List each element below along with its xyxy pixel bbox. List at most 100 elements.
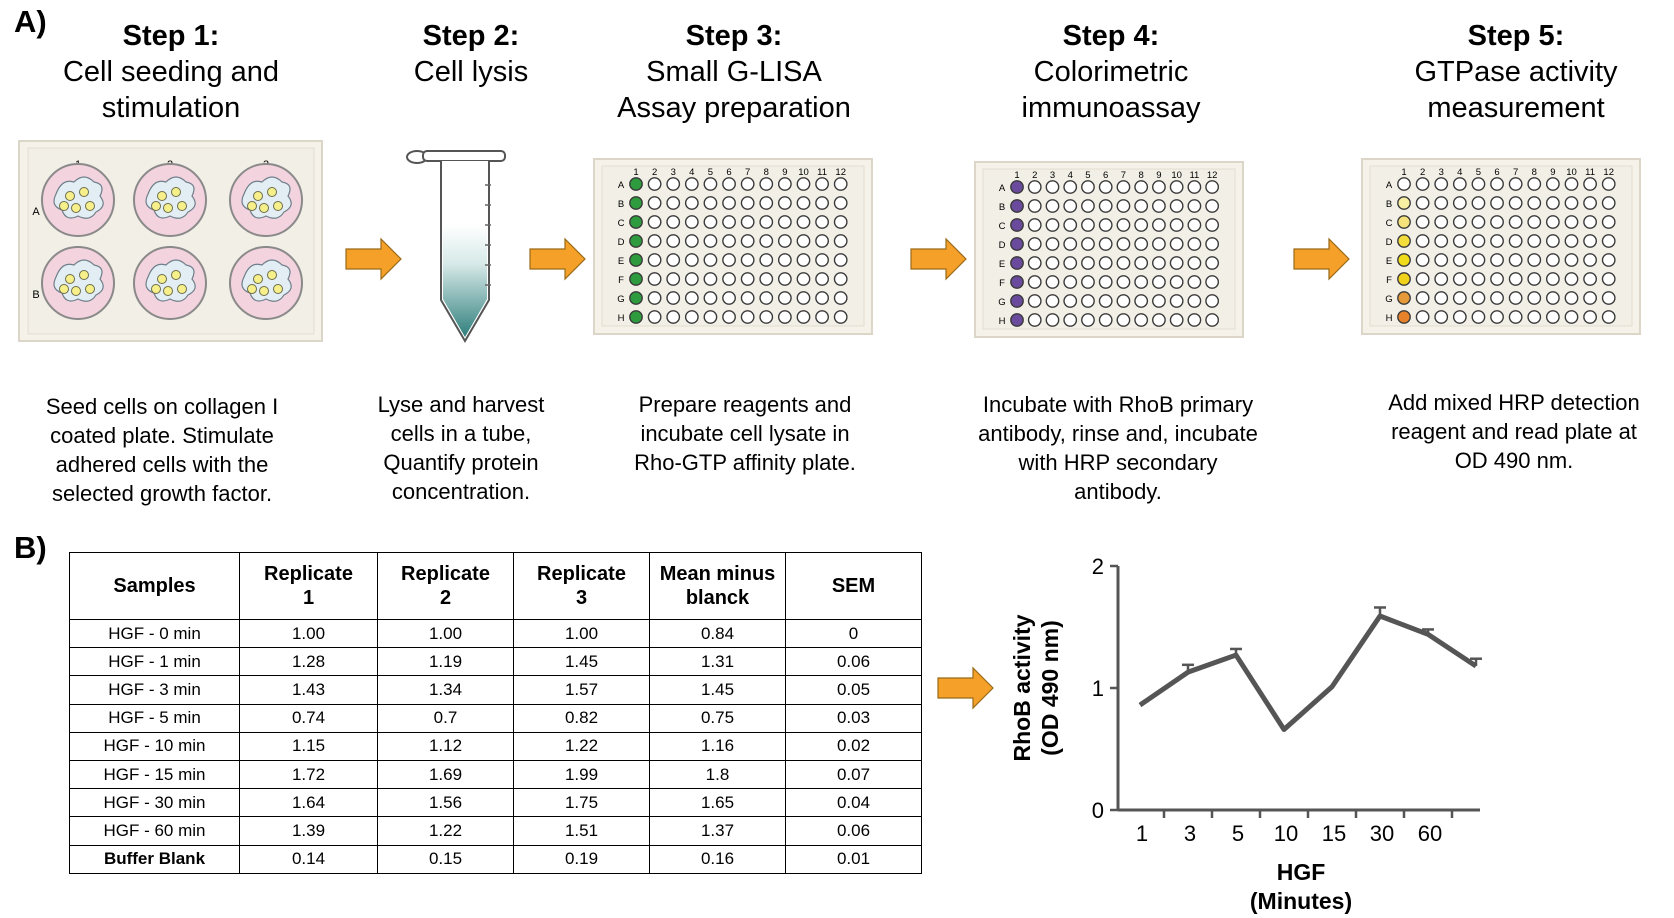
plate-well: [740, 196, 755, 210]
value-cell: 1.28: [239, 647, 378, 677]
plate-well: [1601, 234, 1616, 248]
plate-well: [1471, 234, 1486, 248]
plate-well: [815, 215, 829, 229]
plate-well: [684, 291, 699, 305]
plate-column-label: 9: [782, 167, 787, 178]
plate-column-label: 8: [1139, 170, 1144, 181]
plate-well: [1081, 199, 1095, 213]
plate-well: [1527, 215, 1542, 229]
plate-well: [1152, 313, 1166, 327]
plate-well: [1452, 291, 1467, 305]
plate-well: [1508, 310, 1523, 324]
plate-well: [759, 215, 774, 229]
header-samples: Samples: [69, 552, 240, 620]
plate-well: [722, 310, 736, 324]
plate-well: [1045, 275, 1060, 289]
plate-well: [1415, 234, 1430, 248]
plate-well: [1415, 310, 1430, 324]
plate-well: [684, 215, 699, 229]
value-cell: 1.56: [377, 788, 514, 818]
plate-well: [759, 234, 774, 248]
plate-well: [1063, 313, 1078, 327]
plate-column-label: 1: [1401, 167, 1406, 178]
value-cell: 1.99: [513, 759, 650, 790]
plate-well: [1434, 177, 1449, 191]
plate-row-label: E: [1386, 256, 1392, 267]
table-row: HGF - 10 min 1.15 1.12 1.22 1.16 0.02: [69, 731, 922, 761]
results-table: Samples Replicate 1 Replicate 2 Replicate 3…: [69, 552, 922, 874]
plate-well: [740, 310, 755, 324]
plate-well: [1471, 196, 1486, 210]
plate-well: [1116, 275, 1131, 289]
plate-well: [740, 272, 755, 286]
flow-arrow: [937, 666, 994, 710]
plate-well: [1452, 272, 1467, 286]
x-tick-label: 15: [1322, 821, 1346, 846]
plate-column-label: 10: [798, 167, 809, 178]
plate-row-label: C: [618, 218, 625, 229]
plate-well: [1490, 196, 1504, 210]
plate-well: [1545, 253, 1560, 267]
plate-well: [1027, 313, 1042, 327]
plate-well: [1545, 215, 1560, 229]
step-3-title: Step 3: Small G-LISA Assay preparation: [617, 20, 851, 124]
y-axis-label-1: RhoB activity: [1009, 614, 1035, 761]
plate-well: [1490, 234, 1504, 248]
plate-column-label: 5: [1085, 170, 1090, 181]
plate-well: [815, 310, 829, 324]
series-line: [1138, 613, 1478, 732]
plate-well: [1545, 234, 1560, 248]
plate-well: [796, 234, 811, 248]
plate-well: [1098, 218, 1113, 232]
plate-well: [1564, 234, 1579, 248]
plate-well: [1434, 310, 1449, 324]
plate-column-label: 2: [1420, 167, 1425, 178]
plate-well: [1397, 291, 1411, 305]
plate-well: [1583, 272, 1597, 286]
y-axis-label-2: (OD 490 nm): [1037, 620, 1063, 755]
plate-column-label: 11: [817, 167, 827, 178]
plate-row-label: D: [999, 240, 1006, 251]
plate-well: [1471, 215, 1486, 229]
sample-cell: HGF - 15 min: [69, 759, 240, 790]
plate-well: [1564, 310, 1579, 324]
step-5-description: Add mixed HRP detection reagent and read …: [1388, 390, 1640, 473]
value-cell: 1.69: [377, 759, 514, 790]
plate-column-label: 3: [1439, 167, 1444, 178]
plate-well: [1415, 272, 1430, 286]
plate-well: [759, 310, 774, 324]
plate-well: [1527, 234, 1542, 248]
table-row: HGF - 3 min 1.43 1.34 1.57 1.45 0.05: [69, 675, 922, 705]
plate-row-label: C: [999, 221, 1006, 232]
six-well-plate: 1 2 3 A B: [18, 140, 323, 342]
header-replicate-3: Replicate 3: [513, 552, 650, 620]
plate-row-label: H: [618, 313, 625, 324]
plate-well: [1583, 234, 1597, 248]
plate-well: [815, 253, 829, 267]
plate-row-label: F: [999, 278, 1005, 289]
plate-well: [777, 234, 792, 248]
plate-column-label: 12: [835, 167, 846, 178]
plate-well: [666, 196, 681, 210]
plate-well: [1205, 218, 1220, 232]
plate-well: [1527, 272, 1542, 286]
plate-well: [647, 253, 662, 267]
value-cell: 1.51: [513, 816, 650, 846]
value-cell: 1.00: [377, 618, 514, 649]
plate-row-label: E: [999, 259, 1005, 270]
panel-b-label: B): [14, 530, 47, 565]
value-cell: 1.39: [239, 816, 378, 846]
plate-row-label: H: [999, 316, 1006, 327]
x-tick-label: 5: [1232, 821, 1244, 846]
plate-well: [1601, 272, 1616, 286]
plate-well: [1045, 256, 1060, 270]
value-cell: 1.00: [513, 618, 650, 649]
table-row: HGF - 15 min 1.72 1.69 1.99 1.8 0.07: [69, 759, 922, 790]
plate-well: [759, 196, 774, 210]
y-tick-label: 0: [1092, 798, 1104, 823]
plate-well: [1471, 253, 1486, 267]
value-cell: 1.64: [239, 788, 378, 818]
plate-well: [629, 253, 643, 267]
